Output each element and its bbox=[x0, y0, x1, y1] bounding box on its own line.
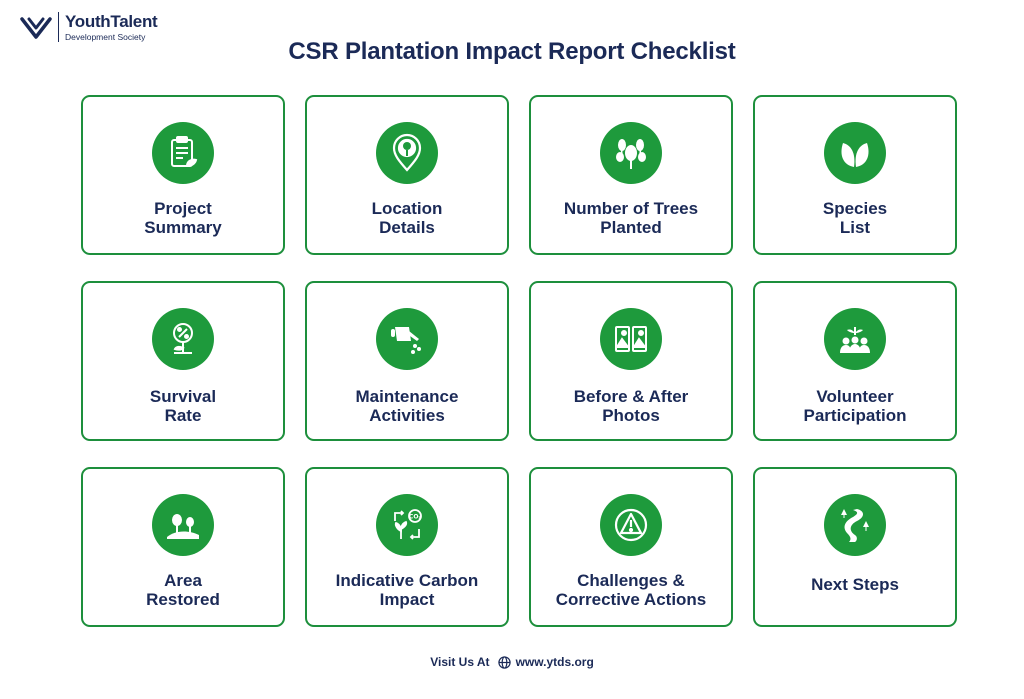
logo: YouthTalent Development Society bbox=[20, 11, 158, 42]
card-number-of-trees: Number of Trees Planted bbox=[529, 95, 733, 255]
page-title: CSR Plantation Impact Report Checklist bbox=[288, 38, 736, 65]
card-project-summary: Project Summary bbox=[81, 95, 285, 255]
card-label: Species List bbox=[822, 199, 888, 237]
card-location-details: Location Details bbox=[305, 95, 509, 255]
card-label: Indicative Carbon Impact bbox=[335, 571, 479, 609]
volunteers-icon bbox=[824, 308, 886, 370]
card-label: Number of Trees Planted bbox=[563, 199, 699, 237]
card-area-restored: Area Restored bbox=[81, 467, 285, 627]
card-label: Before & After Photos bbox=[573, 387, 689, 425]
card-maintenance-activities: Maintenance Activities bbox=[305, 281, 509, 441]
co2-cycle-icon: CO₂ bbox=[376, 494, 438, 556]
checklist-grid: Project Summary Location Details Number … bbox=[81, 95, 957, 627]
website-link[interactable]: www.ytds.org bbox=[515, 655, 594, 669]
footer: Visit Us At www.ytds.org bbox=[0, 655, 1024, 669]
card-label: Area Restored bbox=[146, 571, 220, 609]
card-carbon-impact: CO₂ Indicative Carbon Impact bbox=[305, 467, 509, 627]
card-survival-rate: Survival Rate bbox=[81, 281, 285, 441]
percent-plant-icon bbox=[152, 308, 214, 370]
card-label: Maintenance Activities bbox=[355, 387, 459, 425]
logo-heart-icon bbox=[20, 17, 52, 39]
card-label: Survival Rate bbox=[149, 387, 217, 425]
leaves-icon bbox=[824, 122, 886, 184]
card-label: Project Summary bbox=[144, 199, 222, 237]
photo-compare-icon bbox=[600, 308, 662, 370]
card-before-after-photos: Before & After Photos bbox=[529, 281, 733, 441]
card-label: Location Details bbox=[371, 199, 443, 237]
svg-text:CO₂: CO₂ bbox=[409, 514, 422, 521]
card-volunteer-participation: Volunteer Participation bbox=[753, 281, 957, 441]
globe-icon bbox=[497, 655, 511, 669]
watering-can-icon bbox=[376, 308, 438, 370]
warning-icon bbox=[600, 494, 662, 556]
card-next-steps: Next Steps bbox=[753, 467, 957, 627]
landscape-icon bbox=[152, 494, 214, 556]
card-label: Volunteer Participation bbox=[803, 387, 907, 425]
footer-prefix: Visit Us At bbox=[430, 655, 490, 669]
brand-subtitle: Development Society bbox=[65, 31, 146, 42]
card-label: Challenges & Corrective Actions bbox=[555, 571, 707, 609]
card-challenges: Challenges & Corrective Actions bbox=[529, 467, 733, 627]
logo-divider bbox=[58, 12, 59, 42]
trees-icon bbox=[600, 122, 662, 184]
card-species-list: Species List bbox=[753, 95, 957, 255]
path-icon bbox=[824, 494, 886, 556]
map-pin-tree-icon bbox=[376, 122, 438, 184]
card-label: Next Steps bbox=[811, 575, 899, 594]
clipboard-leaf-icon bbox=[152, 122, 214, 184]
brand-name: YouthTalent bbox=[65, 11, 158, 31]
